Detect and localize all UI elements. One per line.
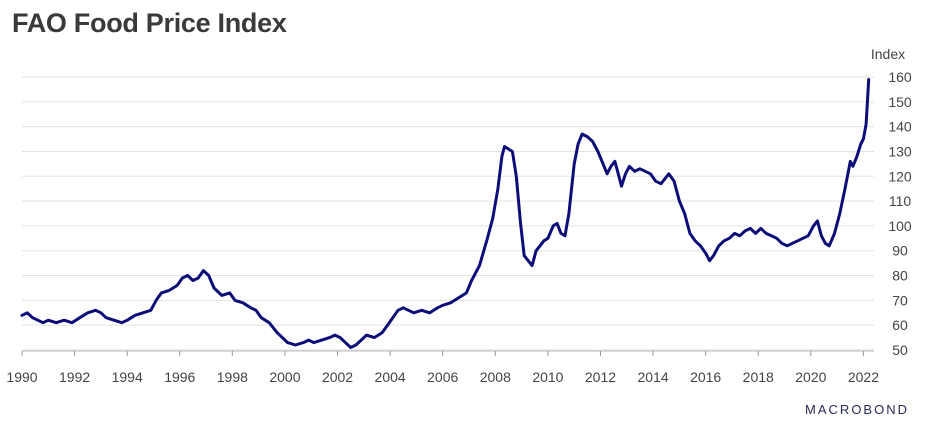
y-tick-label: 60 bbox=[892, 317, 908, 333]
x-tick-label: 2012 bbox=[585, 369, 616, 385]
y-tick-label: 120 bbox=[888, 168, 912, 184]
y-tick-label: 150 bbox=[888, 94, 912, 110]
x-tick-label: 2016 bbox=[690, 369, 721, 385]
y-axis-label: Index bbox=[871, 46, 905, 62]
x-axis-ticks: 1990 1992 1994 1996 1998 2000 2002 2004 2006 2008… bbox=[6, 350, 879, 385]
x-tick-label: 1998 bbox=[217, 369, 248, 385]
y-tick-label: 100 bbox=[888, 218, 912, 234]
macrobond-logo: MACROBOND bbox=[805, 402, 909, 417]
y-tick-label: 80 bbox=[892, 268, 908, 284]
series-line bbox=[20, 78, 871, 349]
y-tick-label: 160 bbox=[888, 69, 912, 85]
y-tick-label: 70 bbox=[892, 292, 908, 308]
y-tick-label: 110 bbox=[889, 193, 912, 209]
x-tick-label: 2008 bbox=[480, 369, 511, 385]
x-tick-label: 1996 bbox=[164, 369, 195, 385]
x-tick-label: 2010 bbox=[532, 369, 563, 385]
macrobond-logo-text: MACROBOND bbox=[805, 402, 909, 417]
gridlines bbox=[22, 76, 874, 351]
x-tick-label: 2002 bbox=[322, 369, 353, 385]
x-tick-label: 2004 bbox=[375, 369, 406, 385]
y-axis-ticks: 50 60 70 80 90 100 110 120 130 140 150 160 bbox=[888, 69, 912, 358]
y-tick-label: 50 bbox=[892, 342, 908, 358]
chart-title: FAO Food Price Index bbox=[12, 8, 287, 38]
x-tick-label: 2000 bbox=[269, 369, 300, 385]
x-tick-label: 1990 bbox=[6, 369, 37, 385]
y-tick-label: 130 bbox=[888, 143, 912, 159]
x-tick-label: 2022 bbox=[848, 369, 879, 385]
y-tick-label: 140 bbox=[888, 119, 912, 135]
x-tick-label: 1992 bbox=[59, 369, 90, 385]
x-tick-label: 1994 bbox=[112, 369, 143, 385]
x-tick-label: 2018 bbox=[743, 369, 774, 385]
x-tick-label: 2020 bbox=[795, 369, 826, 385]
x-tick-label: 2006 bbox=[427, 369, 458, 385]
x-tick-label: 2014 bbox=[637, 369, 668, 385]
y-tick-label: 90 bbox=[892, 243, 908, 259]
